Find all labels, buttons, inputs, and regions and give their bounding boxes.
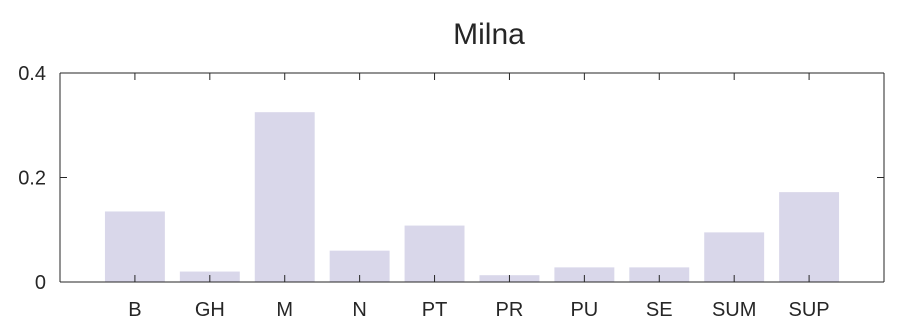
axes-layer (59, 72, 885, 283)
labels-layer: B GH M N PT PR PU SE SUM SUP 0 0.2 0.4 (18, 63, 829, 321)
x-tick-label-n: N (352, 299, 366, 321)
bar-sup (779, 192, 840, 282)
bar-se (629, 267, 690, 282)
x-tick-label-pr: PR (496, 299, 524, 321)
y-tick-label-2: 0.4 (18, 63, 46, 85)
bar-b (104, 211, 165, 282)
x-tick-label-pu: PU (570, 299, 598, 321)
bar-m (254, 112, 315, 282)
chart-title: Milna (453, 18, 525, 51)
y-tick-label-1: 0.2 (18, 168, 46, 190)
x-tick-label-se: SE (646, 299, 673, 321)
bar-pt (404, 225, 465, 282)
x-tick-label-sup: SUP (789, 299, 830, 321)
bars-layer (104, 112, 840, 282)
x-tick-label-m: M (276, 299, 293, 321)
bar-sum (704, 232, 765, 282)
y-tick-label-0: 0 (35, 272, 46, 294)
x-tick-label-pt: PT (422, 299, 448, 321)
bar-pu (554, 267, 615, 282)
x-tick-label-gh: GH (195, 299, 225, 321)
x-tick-label-sum: SUM (712, 299, 756, 321)
x-tick-label-b: B (128, 299, 141, 321)
